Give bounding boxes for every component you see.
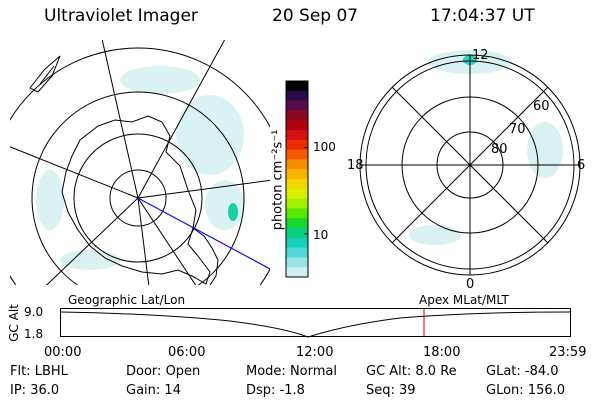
geo-map-title: Geographic Lat/Lon	[68, 293, 186, 307]
mode-value: Normal	[289, 364, 337, 379]
instrument-title: Ultraviolet Imager	[44, 6, 198, 26]
mlt-label-0: 0	[466, 277, 474, 292]
door-value: Open	[165, 364, 201, 379]
gc-alt-label: GC Alt:	[366, 364, 412, 379]
colorbar-band	[286, 208, 308, 219]
time-tick-1800: 18:00	[423, 345, 461, 360]
colorbar-band	[286, 237, 308, 249]
colorbar-band	[286, 257, 308, 268]
alt-tick-9: 9.0	[24, 305, 44, 319]
time-tick-1200: 12:00	[296, 345, 334, 360]
altitude-plot	[60, 308, 571, 338]
colorbar-band	[286, 198, 308, 209]
colorbar-band	[286, 247, 308, 258]
colorbar-band	[286, 139, 308, 151]
sun-line	[137, 197, 270, 270]
colorbar-band	[286, 188, 308, 200]
date-label: 20 Sep 07	[272, 6, 359, 26]
mlat-label-80: 80	[491, 142, 508, 157]
time-tick-0600: 06:00	[168, 345, 206, 360]
dsp-label: Dsp:	[246, 383, 276, 398]
mode-label: Mode:	[246, 364, 286, 379]
status-filter: Flt: LBHL	[10, 364, 68, 379]
status-gain: Gain: 14	[126, 383, 181, 398]
status-glon: GLon: 156.0	[486, 383, 565, 398]
glat-label: GLat:	[486, 364, 521, 379]
colorbar-band	[286, 179, 308, 190]
mlat-label-60: 60	[533, 99, 550, 114]
gain-label: Gain:	[126, 383, 161, 398]
colorbar-unit-label: photon cm⁻²s⁻¹	[270, 129, 286, 231]
status-mode: Mode: Normal	[246, 364, 337, 379]
colorbar-band	[286, 90, 308, 102]
colorbar-tick-100: 100	[313, 140, 336, 154]
filter-label: Flt:	[10, 364, 31, 379]
colorbar-band	[286, 267, 308, 278]
colorbar-tick-10: 10	[313, 228, 329, 242]
aurora-glow	[36, 66, 245, 270]
geographic-map	[10, 40, 270, 285]
time-label: 17:04:37 UT	[430, 6, 535, 26]
mlt-label-6: 6	[577, 158, 585, 173]
status-door: Door: Open	[126, 364, 200, 379]
aurora-bright-spot	[228, 203, 238, 221]
mlat-label-70: 70	[509, 122, 526, 137]
mlt-label-12: 12	[472, 48, 489, 63]
mlt-lines	[360, 55, 580, 275]
status-gc-alt: GC Alt: 8.0 Re	[366, 364, 457, 379]
aurora-oval	[409, 50, 563, 245]
meridian-lines	[10, 40, 270, 285]
status-dsp: Dsp: -1.8	[246, 383, 305, 398]
seq-label: Seq:	[366, 383, 395, 398]
colorbar-band	[286, 110, 308, 121]
colorbar-band	[286, 130, 308, 141]
antarctica-coastline	[61, 115, 211, 285]
colorbar-band	[286, 120, 308, 131]
peninsula-coastline	[192, 227, 219, 285]
time-tick-0000: 00:00	[44, 345, 82, 360]
colorbar-band	[286, 159, 308, 170]
colorbar-band	[286, 228, 308, 239]
status-ip: IP: 36.0	[10, 383, 59, 398]
colorbar	[285, 80, 309, 278]
altitude-curve	[60, 311, 571, 338]
alt-tick-1-8: 1.8	[24, 327, 44, 341]
apex-polar-map: 12 18 6 0 60 70 80	[347, 48, 585, 292]
colorbar-band	[286, 100, 308, 111]
status-glat: GLat: -84.0	[486, 364, 559, 379]
glon-label: GLon:	[486, 383, 524, 398]
time-tick-2359: 23:59	[549, 345, 587, 360]
filter-value: LBHL	[34, 364, 68, 379]
altitude-plot-frame	[60, 308, 571, 337]
colorbar-band	[286, 149, 308, 160]
gc-alt-value: 8.0 Re	[415, 364, 457, 379]
ip-label: IP:	[10, 383, 27, 398]
gc-alt-axis-label: GC Alt	[7, 304, 21, 342]
glon-value: 156.0	[527, 383, 566, 398]
colorbar-band	[286, 81, 308, 92]
lat-circles	[10, 47, 270, 285]
glat-value: -84.0	[524, 364, 559, 379]
dsp-value: -1.8	[279, 383, 305, 398]
continent-outline	[29, 55, 61, 93]
door-label: Door:	[126, 364, 162, 379]
apex-map-title: Apex MLat/MLT	[419, 293, 509, 307]
colorbar-frame	[285, 80, 309, 278]
gain-value: 14	[164, 383, 181, 398]
ip-value: 36.0	[30, 383, 60, 398]
colorbar-band	[286, 169, 308, 180]
mlt-label-18: 18	[347, 158, 364, 173]
seq-value: 39	[399, 383, 416, 398]
colorbar-band	[286, 218, 308, 229]
status-seq: Seq: 39	[366, 383, 416, 398]
